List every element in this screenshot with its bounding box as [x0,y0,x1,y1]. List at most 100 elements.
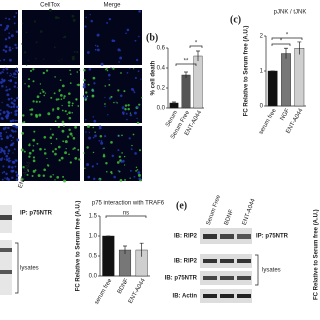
cell [129,112,132,114]
cell [50,142,53,145]
cell [123,90,126,93]
cell [92,151,95,154]
cell [7,88,9,91]
cell [36,95,40,99]
cell [52,109,54,112]
cell [130,148,133,151]
y-axis-label: FC Relative to Serum free (A.U.) [76,201,82,292]
cell [35,41,38,44]
cell [57,108,59,111]
cell [71,135,73,137]
cell [105,162,108,165]
cell [32,159,36,163]
cell [9,134,13,138]
bracket [255,254,259,286]
cell [5,89,8,92]
cell [118,155,122,158]
cell [52,108,55,111]
cell [10,97,13,100]
bar [281,53,291,107]
cell [123,155,126,158]
cell [0,158,3,161]
cell [21,132,25,135]
cell [61,84,65,88]
cell [12,160,16,164]
cell [123,164,126,166]
cell [70,162,72,164]
cell [8,88,11,91]
cell [43,152,47,155]
cell [4,177,6,179]
cell [85,131,87,133]
y-tick-label: 0.6 [157,46,166,52]
bar [181,74,191,109]
cell [77,105,80,107]
cell [129,67,131,70]
cell [23,150,26,153]
cell [60,156,64,160]
cell [83,95,86,98]
cell [39,92,42,95]
cell [76,51,79,54]
annotation: * [280,39,283,45]
cell [5,131,8,134]
cell [136,168,139,171]
cell [63,95,66,98]
cell [60,98,63,100]
blot-label: IB: p75NTR [165,276,198,282]
cell [5,145,8,149]
y-tick-label: 0.2 [157,86,166,92]
cell [64,140,68,144]
cell [10,160,12,162]
cell [121,106,125,110]
cell [102,148,104,150]
cell [88,136,92,140]
cell [92,136,95,139]
blot [0,240,12,295]
cell [59,94,63,97]
blot [200,228,252,303]
microscopy-panel [0,8,143,183]
cell [0,131,3,135]
cell [61,109,64,112]
cell [97,48,100,52]
cell [92,116,95,118]
cell [47,112,51,116]
cell [7,111,10,114]
x-tick-label: NGF [280,108,292,122]
y-tick-label: 1.5 [89,214,98,220]
axis-label: FC Relative to Serum free (A.U.) [314,209,320,300]
cell [38,100,41,103]
cell [100,140,103,142]
cell [137,70,140,73]
cell [61,129,65,133]
cell [136,106,139,109]
cell [75,98,78,101]
cell [8,18,11,21]
cell [134,39,137,42]
cell [15,171,18,174]
cell [72,18,76,22]
cell [13,22,16,25]
cell [126,118,128,121]
cell [0,147,4,151]
cell [5,158,9,161]
cell [120,72,122,74]
cell [13,72,16,76]
cell [108,78,110,81]
cell [73,51,76,53]
cell [71,111,73,114]
cell [121,111,125,115]
chart-title: pJNK / tJNK [274,10,307,16]
cell [54,76,56,78]
cell [63,35,67,39]
significance-bracket [271,43,291,46]
cell [12,130,15,133]
cell [104,96,106,99]
cell [15,178,19,182]
cell [107,73,111,77]
cell [62,175,65,178]
cell [3,171,6,173]
chart-title: p75 interaction with TRAF6 [92,201,165,207]
cell [68,92,71,95]
